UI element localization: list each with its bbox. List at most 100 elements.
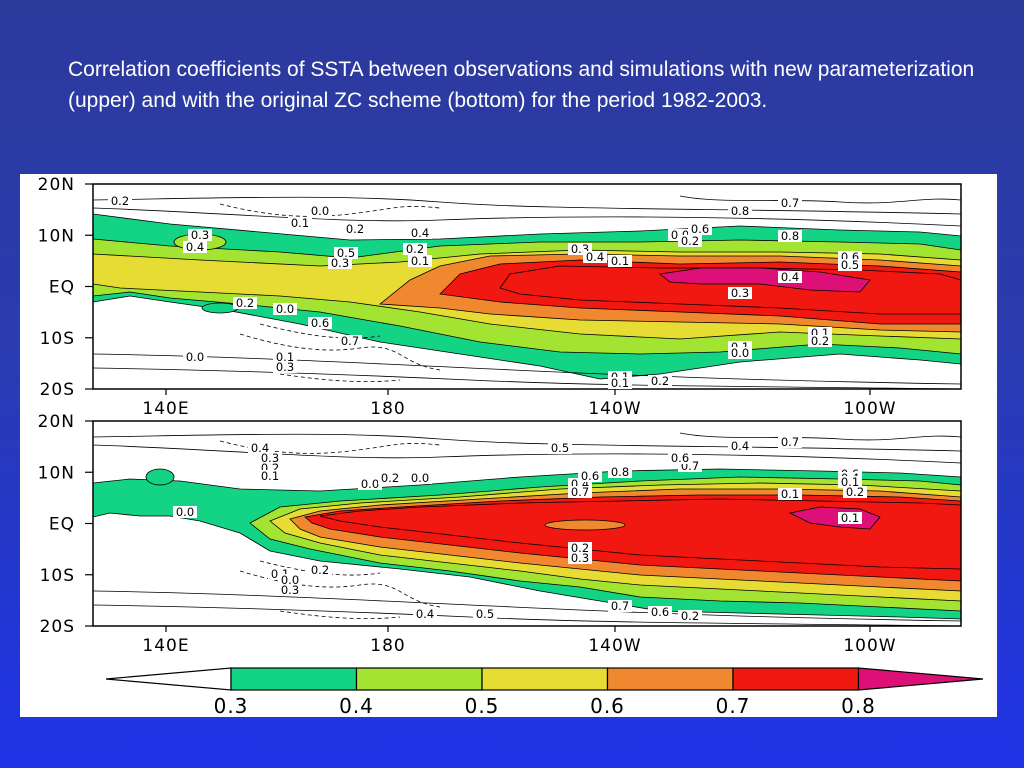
contour-dashed — [219, 203, 441, 217]
colorbar-label: 0.3 — [214, 694, 249, 717]
contour-label-box — [778, 197, 802, 209]
y-tick-label: 10S — [40, 566, 75, 586]
contour-label-box — [578, 470, 602, 482]
x-tick-label: 180 — [370, 399, 405, 419]
contour-label-box — [173, 506, 197, 518]
contour-label: 0.0 — [176, 505, 194, 519]
colorbar-label: 0.6 — [590, 694, 625, 717]
colorbar-label: 0.4 — [339, 694, 374, 717]
contour-label: 0.2 — [311, 563, 329, 577]
contour-label: 0.3 — [571, 551, 589, 565]
contour-label: 0.0 — [186, 350, 204, 364]
contour-label: 0.2 — [651, 374, 669, 388]
contour-label: 0.2 — [571, 541, 589, 555]
slide-caption: Correlation coefficients of SSTA between… — [68, 58, 975, 112]
contour-label: 0.1 — [841, 511, 859, 525]
contour-label: 0.4 — [251, 441, 269, 455]
colorbar-right-arrow — [857, 667, 984, 691]
contour-label-box — [728, 440, 752, 452]
contour-label: 0.2 — [681, 609, 699, 623]
contour-label-box — [334, 247, 358, 259]
contour-label-box — [778, 436, 802, 448]
contour-label: 0.3 — [261, 451, 279, 465]
contour-label: 0.1 — [291, 216, 309, 230]
contour-labels: 0.20.30.00.1 0.20.4 0.50.30.20.40.10.2 0.00… — [108, 194, 862, 390]
contour-label-box — [648, 606, 672, 618]
contour-solid — [93, 367, 961, 389]
contour-label: 0.6 — [691, 222, 709, 236]
colorbar-segment — [481, 667, 609, 691]
contour-label-box — [808, 335, 832, 347]
contour-label-box — [258, 452, 282, 464]
contour-label: 0.8 — [781, 229, 799, 243]
contour-solid — [679, 432, 961, 441]
contour-label: 0.1 — [611, 376, 629, 390]
contour-label: 0.7 — [611, 599, 629, 613]
band-island — [145, 468, 175, 486]
colorbar-segment — [606, 667, 734, 691]
contour-label-box — [778, 230, 802, 242]
contour-solid — [93, 444, 961, 464]
colorbar: 0.3 0.4 0.5 0.6 0.7 0.8 — [105, 667, 984, 717]
contour-label-box — [338, 335, 362, 347]
contour-label-box — [648, 375, 672, 387]
contour-label-box — [608, 255, 632, 267]
contour-label-box — [343, 223, 367, 235]
contour-label-box — [668, 452, 692, 464]
x-tick-label: 180 — [370, 636, 405, 656]
x-tick-label: 140E — [142, 636, 189, 656]
colorbar-segment — [230, 667, 358, 691]
contour-label-box — [548, 442, 572, 454]
contour-label-box — [408, 255, 432, 267]
contour-label-box — [678, 610, 702, 622]
contour-label-box — [608, 600, 632, 612]
contour-label: 0.3 — [191, 228, 209, 242]
contour-label-box — [308, 564, 332, 576]
contour-label: 0.6 — [311, 316, 329, 330]
contour-solid — [93, 196, 961, 215]
contour-label: 0.1 — [276, 350, 294, 364]
contour-label: 0.8 — [611, 465, 629, 479]
contour-label: 0.1 — [841, 475, 859, 489]
colorbar-segment — [355, 667, 483, 691]
contour-label-box — [688, 223, 712, 235]
contour-label-box — [273, 361, 297, 373]
contour-label-box — [728, 205, 752, 217]
contour-label-box — [408, 472, 432, 484]
y-tick-label: 20S — [40, 380, 75, 400]
contour-label: 0.3 — [281, 583, 299, 597]
contour-lines — [93, 195, 961, 389]
contour-label: 0.2 — [811, 334, 829, 348]
contour-label-box — [778, 488, 802, 500]
colorbar-label: 0.7 — [716, 694, 751, 717]
contour-label-box — [328, 257, 352, 269]
contour-label: 0.0 — [311, 204, 329, 218]
contour-label-box — [568, 486, 592, 498]
contour-label: 0.4 — [586, 250, 604, 264]
contour-label-box — [248, 442, 272, 454]
contour-label-box — [108, 195, 132, 207]
contour-dashed — [279, 610, 401, 620]
contour-label-box — [608, 466, 632, 478]
colorbar-label: 0.8 — [841, 694, 876, 717]
contour-label: 0.7 — [781, 435, 799, 449]
contour-label: 0.0 — [411, 471, 429, 485]
y-tick-label: EQ — [49, 515, 75, 535]
contour-label-box — [308, 205, 332, 217]
contour-label: 0.2 — [346, 222, 364, 236]
contour-lines — [93, 432, 961, 626]
filled-contours — [93, 421, 961, 626]
contour-label: 0.7 — [341, 334, 359, 348]
band-above-0-8 — [659, 267, 871, 293]
contour-labels: 0.40.30.20.10.00.20.00.00.10.00.30.20.40… — [173, 435, 867, 623]
contour-label: 0.2 — [381, 471, 399, 485]
contour-label-box — [273, 351, 297, 363]
x-tick-label: 140W — [588, 636, 641, 656]
contour-dashed — [219, 440, 441, 454]
contour-label-box — [413, 608, 437, 620]
contour-dashed — [259, 560, 381, 576]
contour-label: 0.4 — [186, 240, 204, 254]
contour-label: 0.2 — [846, 485, 864, 499]
y-tick-label: 20N — [38, 175, 75, 195]
